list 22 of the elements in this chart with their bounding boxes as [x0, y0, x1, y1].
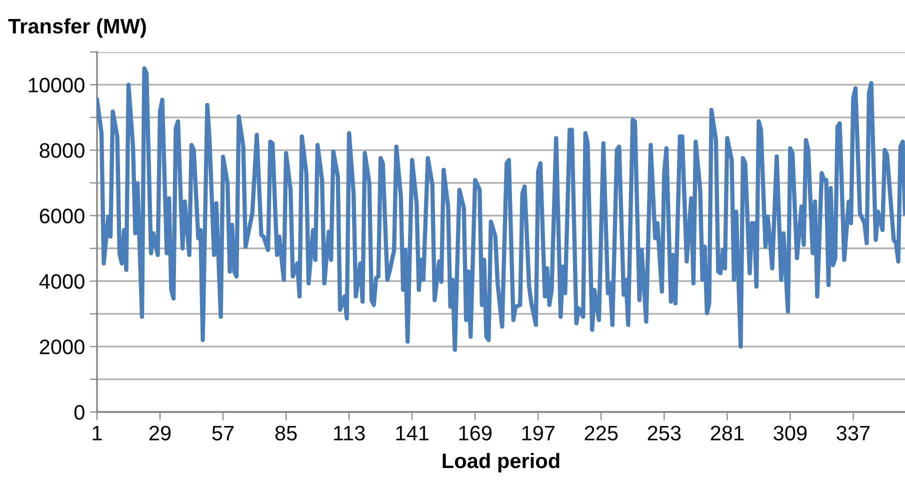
- y-tick-label: 0: [74, 405, 84, 420]
- x-tick-label: 141: [396, 426, 428, 440]
- x-tick-label: 1: [92, 426, 102, 440]
- x-tick-label: 309: [774, 426, 807, 440]
- y-axis-title: Transfer (MW): [8, 18, 146, 38]
- line-series: [97, 66, 905, 352]
- y-tick-label: 10000: [28, 78, 84, 92]
- x-tick-label: 253: [648, 426, 681, 440]
- y-tick-label: 6000: [40, 208, 84, 224]
- x-tick-label: 85: [275, 426, 297, 440]
- y-tick-label: 2000: [40, 340, 84, 354]
- x-tick-label: 281: [710, 426, 744, 440]
- x-tick-label: 337: [836, 426, 870, 440]
- x-tick-label: 197: [522, 426, 554, 440]
- x-tick-label: 225: [584, 426, 618, 440]
- x-tick-label: 57: [212, 426, 234, 440]
- y-tick-label: 4000: [39, 274, 84, 289]
- x-tick-label: 169: [459, 426, 492, 440]
- x-tick-label: 29: [149, 426, 171, 440]
- x-tick-label: 113: [334, 426, 365, 440]
- x-axis-title: Load period: [442, 452, 560, 472]
- y-tick-label: 8000: [40, 143, 84, 158]
